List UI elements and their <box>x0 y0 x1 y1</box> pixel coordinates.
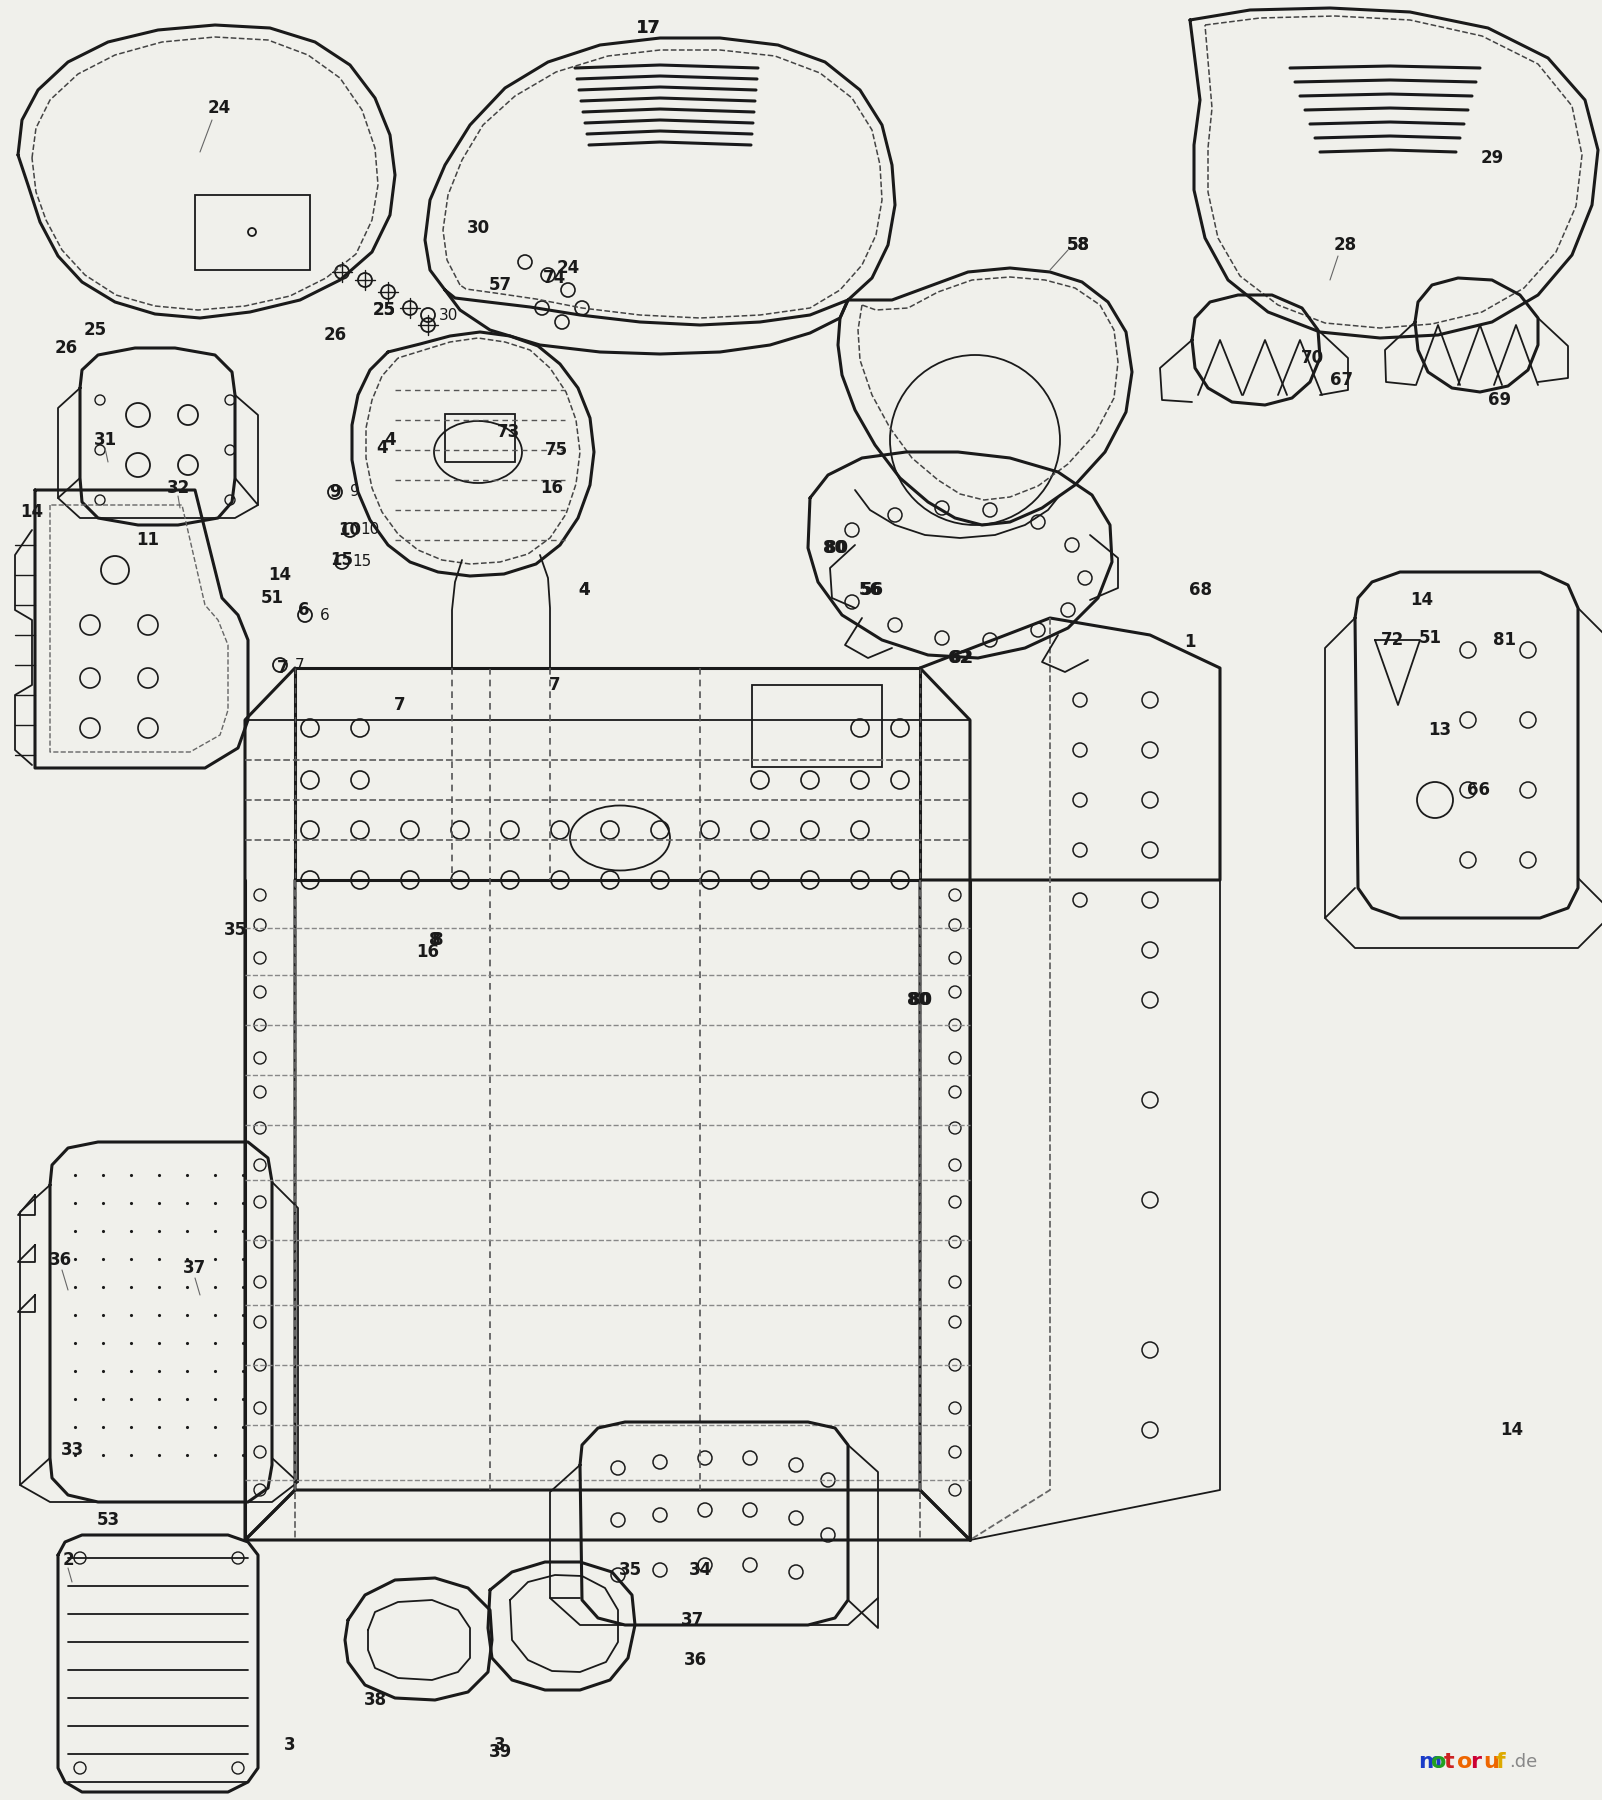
Text: 30: 30 <box>466 220 490 238</box>
Text: 72: 72 <box>1381 632 1403 650</box>
Text: 6: 6 <box>298 601 309 619</box>
Text: r: r <box>1471 1751 1480 1771</box>
Text: 14: 14 <box>21 502 43 520</box>
Text: 7: 7 <box>277 659 288 677</box>
Text: 34: 34 <box>689 1561 711 1579</box>
Text: 2: 2 <box>62 1552 74 1570</box>
Text: 81: 81 <box>1493 632 1517 650</box>
Text: 14: 14 <box>1501 1420 1524 1438</box>
Text: 37: 37 <box>183 1258 207 1276</box>
Text: 33: 33 <box>61 1442 83 1460</box>
Text: 24: 24 <box>556 259 580 277</box>
Text: 25: 25 <box>372 301 396 319</box>
Text: 62: 62 <box>948 650 971 668</box>
Text: 4: 4 <box>578 581 590 599</box>
Text: 35: 35 <box>618 1561 641 1579</box>
Text: 15: 15 <box>352 554 372 569</box>
Text: 3: 3 <box>284 1735 296 1753</box>
Text: 80: 80 <box>907 992 929 1010</box>
Text: 4: 4 <box>376 439 388 457</box>
Bar <box>751 686 883 767</box>
Text: 9: 9 <box>351 484 360 499</box>
Bar <box>195 194 311 270</box>
Text: 15: 15 <box>330 551 354 569</box>
Text: 39: 39 <box>489 1742 511 1760</box>
Text: 14: 14 <box>1410 590 1434 608</box>
Text: 10: 10 <box>338 520 362 538</box>
Text: 51: 51 <box>1418 628 1442 646</box>
Text: 70: 70 <box>1301 349 1323 367</box>
Text: 17: 17 <box>636 20 660 38</box>
Text: 16: 16 <box>417 943 439 961</box>
Text: 37: 37 <box>681 1611 703 1629</box>
Text: 26: 26 <box>324 326 346 344</box>
Text: 3: 3 <box>493 1735 506 1753</box>
Text: 73: 73 <box>497 423 519 441</box>
Text: 26: 26 <box>54 338 77 356</box>
Text: 11: 11 <box>136 531 160 549</box>
Text: 80: 80 <box>822 538 846 556</box>
Text: .de: .de <box>1509 1753 1538 1771</box>
Text: 17: 17 <box>636 20 660 38</box>
Text: 30: 30 <box>439 308 458 322</box>
Text: 69: 69 <box>1488 391 1512 409</box>
Text: 58: 58 <box>1067 236 1089 254</box>
Text: 28: 28 <box>1333 236 1357 254</box>
Text: 56: 56 <box>860 581 883 599</box>
Text: u: u <box>1483 1751 1499 1771</box>
Text: 29: 29 <box>1480 149 1504 167</box>
Text: 75: 75 <box>545 441 567 459</box>
Text: 74: 74 <box>543 268 567 286</box>
Text: 13: 13 <box>1429 722 1451 740</box>
Text: 38: 38 <box>364 1690 386 1708</box>
Text: 57: 57 <box>489 275 511 293</box>
Text: 68: 68 <box>1189 581 1211 599</box>
Text: 1: 1 <box>1184 634 1195 652</box>
Text: 8: 8 <box>429 931 441 949</box>
Bar <box>445 414 514 463</box>
Text: 25: 25 <box>372 301 396 319</box>
Text: 32: 32 <box>167 479 189 497</box>
Text: o: o <box>1456 1751 1472 1771</box>
Text: 10: 10 <box>360 522 380 538</box>
Text: 7: 7 <box>549 677 561 695</box>
Text: 9: 9 <box>328 482 341 500</box>
Text: 66: 66 <box>1466 781 1490 799</box>
Text: 36: 36 <box>48 1251 72 1269</box>
Text: 24: 24 <box>207 99 231 117</box>
Text: 4: 4 <box>578 581 590 599</box>
Text: 7: 7 <box>394 697 405 715</box>
Text: 51: 51 <box>261 589 284 607</box>
Text: 36: 36 <box>684 1651 706 1669</box>
Text: f: f <box>1496 1751 1506 1771</box>
Text: 8: 8 <box>433 931 444 949</box>
Text: 16: 16 <box>540 479 564 497</box>
Text: 14: 14 <box>269 565 292 583</box>
Text: 80: 80 <box>908 992 931 1010</box>
Text: m: m <box>1418 1751 1442 1771</box>
Text: 67: 67 <box>1330 371 1354 389</box>
Text: 7: 7 <box>295 657 304 673</box>
Text: t: t <box>1443 1751 1455 1771</box>
Text: 53: 53 <box>96 1510 120 1528</box>
Text: 62: 62 <box>950 650 974 668</box>
Text: 31: 31 <box>93 430 117 448</box>
Text: 56: 56 <box>859 581 881 599</box>
Text: 6: 6 <box>320 608 330 623</box>
Text: 35: 35 <box>223 922 247 940</box>
Text: 80: 80 <box>825 538 847 556</box>
Text: 58: 58 <box>1067 236 1089 254</box>
Text: 25: 25 <box>83 320 107 338</box>
Text: o: o <box>1431 1751 1447 1771</box>
Text: 4: 4 <box>384 430 396 448</box>
